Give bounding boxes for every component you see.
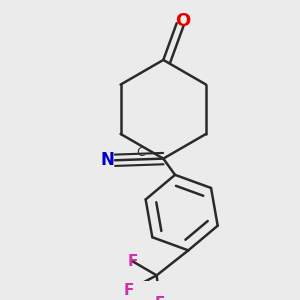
Text: F: F — [155, 296, 165, 300]
Text: C: C — [136, 146, 145, 159]
Text: F: F — [123, 283, 134, 298]
Text: F: F — [128, 254, 138, 269]
Text: N: N — [101, 151, 115, 169]
Text: O: O — [175, 12, 190, 30]
